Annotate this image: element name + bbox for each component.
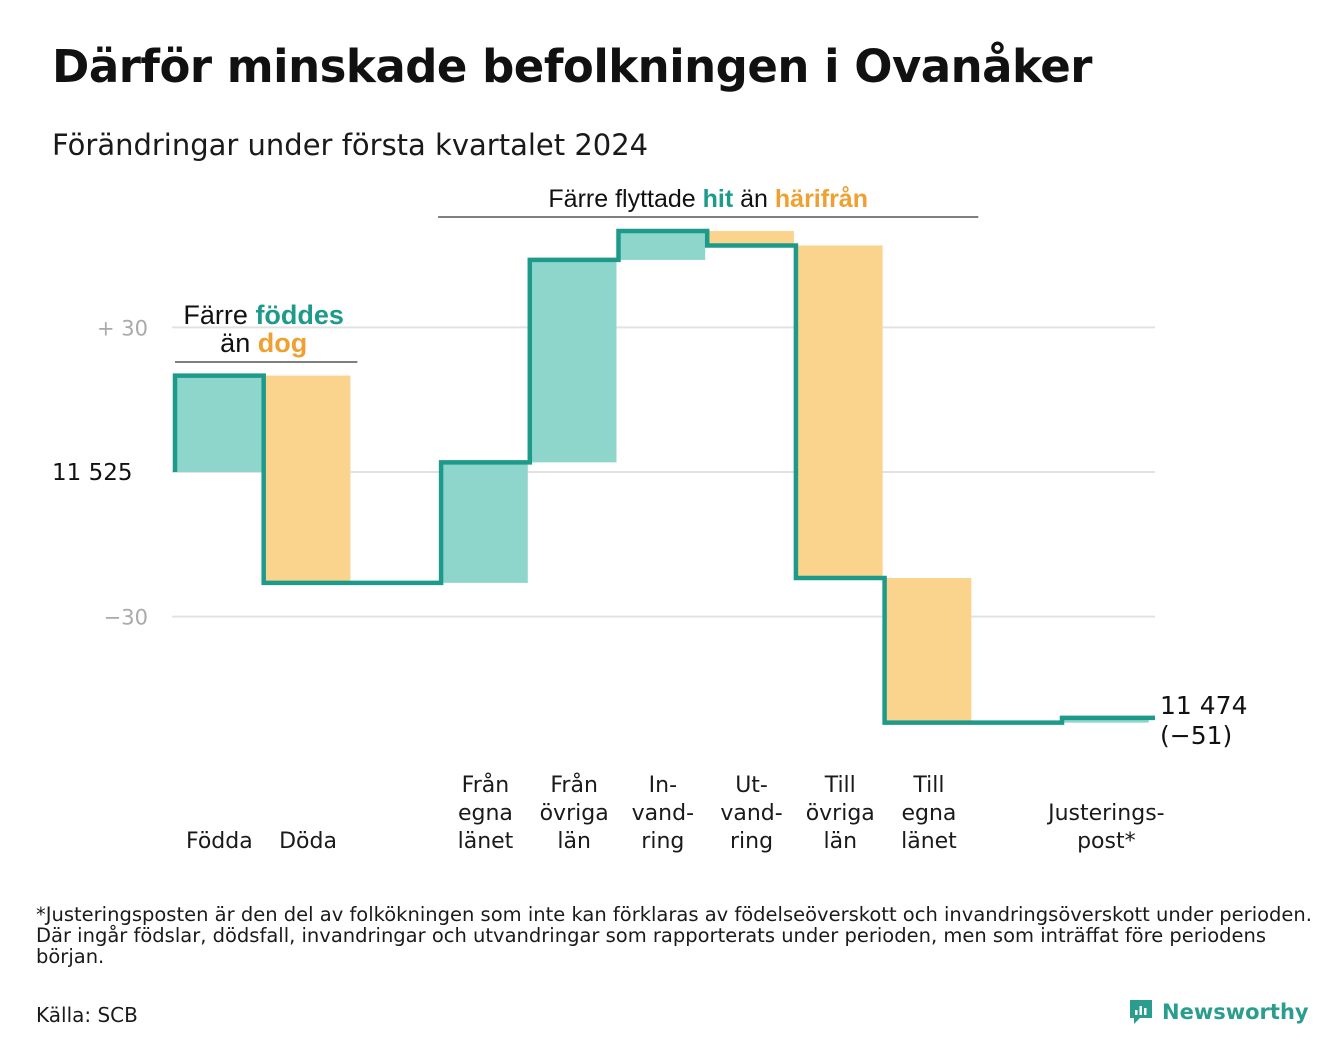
y-tick-label: + 30 [97,316,148,340]
brand-name: Newsworthy [1162,1000,1309,1024]
category-label: län [557,829,591,854]
bar-increase [1064,717,1149,723]
category-label: In- [649,773,677,798]
cumulative-step-line [172,228,1155,725]
category-label: Döda [279,829,337,854]
category-label: egna [458,801,513,826]
category-label: Till [824,773,856,798]
bar-increase [177,375,262,472]
category-label: post* [1077,829,1136,854]
category-label: Ut- [735,773,768,798]
category-label: vand- [632,801,694,826]
category-label: Till [912,773,944,798]
category-label: län [823,829,857,854]
bar-increase [443,462,528,583]
annotation-births-line1: Färre föddes [183,300,344,330]
footnote: *Justeringsposten är den del av folkökni… [36,903,1312,968]
y-tick-label: −30 [104,606,148,630]
annotation-plain: Färre [183,300,255,330]
y-tick-label: 11 525 [52,460,132,486]
category-label: Från [462,772,510,798]
brand-logo: Newsworthy [1128,998,1309,1026]
end-value-label: 11 474 [1160,691,1247,720]
bar-decrease [886,578,972,723]
bar-decrease [797,245,883,579]
waterfall-chart: + 30 11 525 −30 Födda Döda Från egna länet Från ö… [52,185,1247,854]
bar-decrease [709,231,794,246]
annotation-plain: än [220,328,258,358]
bar-increase [620,231,706,260]
source-note: Källa: SCB [36,1003,138,1027]
category-label: Födda [186,829,253,854]
category-label: vand- [720,801,782,826]
category-label: ring [730,829,773,854]
annotation-orange: dog [258,328,307,358]
category-label: övriga [806,801,875,826]
newsworthy-logo-icon [1130,1000,1152,1024]
chart-subtitle: Förändringar under första kvartalet 2024 [52,128,649,162]
bar-increase [531,259,617,463]
category-label: ring [641,829,684,854]
category-label: Från [550,772,598,798]
annotation-teal: föddes [255,300,344,330]
annotation-teal: hit [703,185,734,213]
category-label: Justerings- [1046,801,1165,826]
category-label: länet [901,829,957,854]
annotation-migration: Färre flyttade hit än härifrån [548,185,868,213]
annotation-orange: härifrån [775,185,868,213]
category-label: egna [901,801,956,826]
annotation-plain: än [733,185,775,213]
category-label: länet [458,829,514,854]
end-change-label: (−51) [1160,721,1232,750]
bar-decrease [265,375,351,583]
annotation-plain: Färre flyttade [548,185,702,213]
category-label: övriga [540,801,609,826]
chart-title: Därför minskade befolkningen i Ovanåker [52,40,1092,93]
annotation-births-line2: än dog [220,328,307,358]
